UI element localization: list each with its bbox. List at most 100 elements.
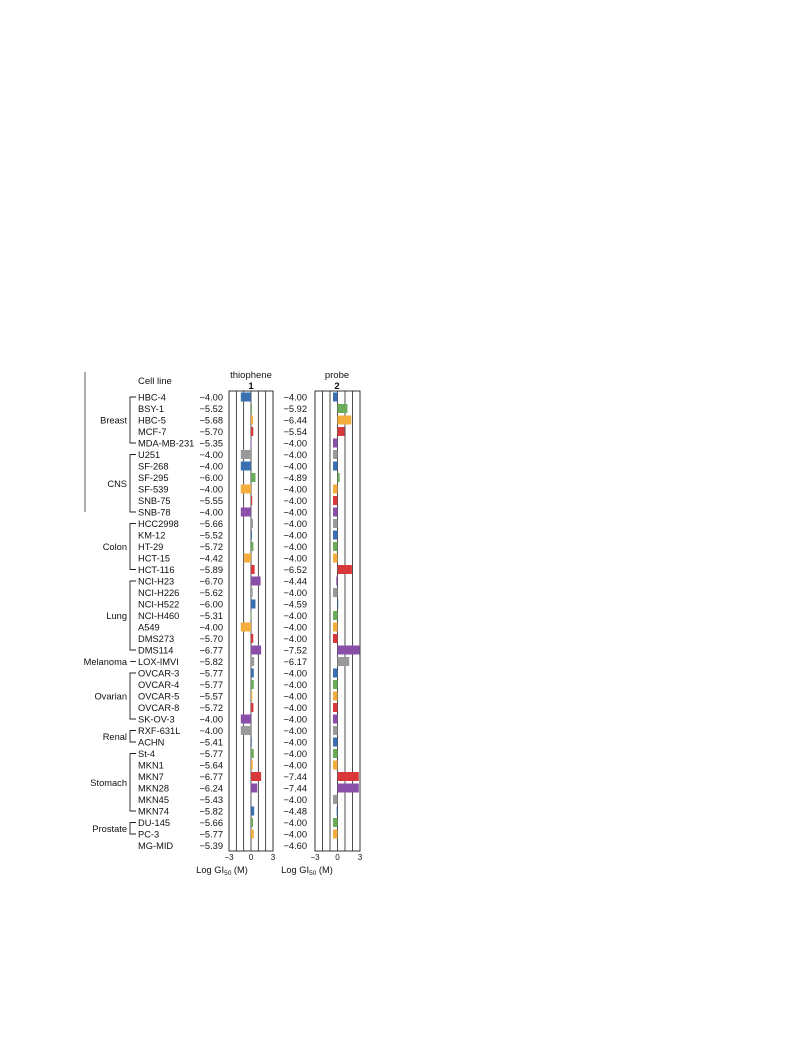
group-label-lung: Lung bbox=[106, 611, 127, 621]
cell-line-label: PC-3 bbox=[138, 830, 159, 840]
bar-compound-2-u251 bbox=[333, 450, 338, 459]
gi50-value-compound-2: −4.00 bbox=[283, 680, 307, 690]
gi50-value-compound-1: −4.00 bbox=[199, 726, 223, 736]
bar-compound-2-ovcar-8 bbox=[333, 703, 338, 712]
gi50-value-compound-1: −5.31 bbox=[199, 611, 223, 621]
cell-line-label: NCI-H23 bbox=[138, 577, 174, 587]
x-tick-label: 3 bbox=[358, 853, 363, 862]
bar-compound-1-hct-116 bbox=[251, 565, 255, 574]
cell-line-label: LOX-IMVI bbox=[138, 657, 179, 667]
bar-compound-2-hbc-4 bbox=[333, 392, 338, 402]
bar-compound-1-nci-h226 bbox=[251, 588, 253, 597]
cell-line-label: HCT-116 bbox=[138, 565, 175, 575]
bar-compound-1-nci-h23 bbox=[251, 576, 261, 586]
group-label-melanoma: Melanoma bbox=[84, 657, 128, 667]
bar-compound-2-ovcar-5 bbox=[333, 691, 338, 701]
mg-mid-value-compound-1: −5.39 bbox=[199, 841, 223, 851]
bar-compound-2-hbc-5 bbox=[337, 415, 352, 425]
bar-compound-2-mkn7 bbox=[337, 772, 359, 781]
bar-compound-2-mkn74 bbox=[336, 806, 338, 816]
gi50-value-compound-2: −7.44 bbox=[283, 784, 307, 794]
bar-compound-2-nci-h522 bbox=[337, 599, 339, 609]
gi50-value-compound-1: −5.72 bbox=[199, 703, 223, 713]
gi50-value-compound-2: −5.92 bbox=[283, 404, 307, 414]
bar-compound-1-mcf-7 bbox=[251, 427, 254, 436]
cell-line-label: MCF-7 bbox=[138, 427, 166, 437]
group-bracket bbox=[129, 454, 136, 513]
cell-line-label: DMS114 bbox=[138, 646, 173, 656]
gi50-value-compound-2: −6.44 bbox=[283, 416, 307, 426]
gi50-value-compound-2: −6.17 bbox=[283, 657, 307, 667]
bar-compound-2-snb-78 bbox=[333, 507, 338, 517]
bar-compound-2-hct-116 bbox=[337, 565, 352, 574]
cell-line-label: SF-539 bbox=[138, 485, 169, 495]
bar-compound-1-rxf-631l bbox=[240, 726, 251, 735]
gi50-value-compound-2: −4.00 bbox=[283, 818, 307, 828]
gi50-value-compound-1: −5.35 bbox=[199, 439, 223, 449]
cell-line-label: HCT-15 bbox=[138, 554, 170, 564]
compound-2-name: probe bbox=[325, 370, 349, 381]
bar-compound-1-snb-78 bbox=[240, 507, 251, 517]
x-tick-label: 0 bbox=[335, 853, 340, 862]
bar-compound-1-ovcar-3 bbox=[251, 668, 254, 678]
gi50-value-compound-1: −5.70 bbox=[199, 427, 223, 437]
bar-compound-1-sf-295 bbox=[251, 473, 256, 482]
gi50-value-compound-2: −4.00 bbox=[283, 554, 307, 564]
gi50-value-compound-1: −5.66 bbox=[199, 519, 223, 529]
bar-compound-1-km-12 bbox=[251, 530, 252, 540]
gi50-value-compound-2: −4.59 bbox=[283, 600, 307, 610]
gi50-value-compound-1: −5.57 bbox=[199, 692, 223, 702]
group-bracket bbox=[129, 396, 136, 444]
bar-compound-1-dms273 bbox=[251, 634, 254, 643]
cell-line-label: HT-29 bbox=[138, 542, 163, 552]
bar-compound-2-du-145 bbox=[333, 818, 338, 827]
bar-compound-1-st-4 bbox=[251, 749, 254, 758]
gi50-value-compound-2: −4.00 bbox=[283, 542, 307, 552]
bar-compound-2-hct-15 bbox=[333, 553, 338, 563]
cell-line-label: HBC-5 bbox=[138, 416, 166, 426]
cell-line-label: MKN28 bbox=[138, 784, 169, 794]
cell-line-label: U251 bbox=[138, 450, 160, 460]
group-label-ovarian: Ovarian bbox=[94, 692, 127, 702]
bar-compound-1-dms114 bbox=[251, 645, 262, 655]
gi50-value-compound-1: −6.00 bbox=[199, 600, 223, 610]
bar-compound-1-mkn28 bbox=[251, 783, 258, 793]
bar-compound-2-sf-539 bbox=[333, 484, 338, 494]
x-tick-label: −3 bbox=[310, 853, 320, 862]
bar-compound-1-mda-mb-231 bbox=[250, 438, 252, 448]
bar-compound-2-pc-3 bbox=[333, 829, 338, 839]
bar-compound-2-dms114 bbox=[337, 645, 360, 655]
gi50-value-compound-1: −4.00 bbox=[199, 485, 223, 495]
cell-line-label: MDA-MB-231 bbox=[138, 439, 194, 449]
bar-compound-1-pc-3 bbox=[251, 829, 254, 839]
gi50-value-compound-2: −4.44 bbox=[283, 577, 307, 587]
gi50-value-compound-1: −5.62 bbox=[199, 588, 223, 598]
bar-compound-1-mkn45 bbox=[251, 795, 252, 804]
gi50-value-compound-1: −6.70 bbox=[199, 577, 223, 587]
cell-line-label: SF-295 bbox=[138, 473, 169, 483]
cell-line-label: NCI-H226 bbox=[138, 588, 179, 598]
gi50-value-compound-1: −5.70 bbox=[199, 634, 223, 644]
bar-compound-2-ovcar-3 bbox=[333, 668, 338, 678]
group-label-prostate: Prostate bbox=[92, 824, 127, 834]
group-label-renal: Renal bbox=[103, 732, 127, 742]
cell-line-label: DMS273 bbox=[138, 634, 174, 644]
gi50-value-compound-2: −4.00 bbox=[283, 588, 307, 598]
bar-compound-2-lox-imvi bbox=[337, 657, 350, 666]
mg-mid-value-compound-2: −4.60 bbox=[283, 841, 307, 851]
bar-compound-1-mkn7 bbox=[251, 772, 262, 781]
bar-compound-2-km-12 bbox=[333, 530, 338, 540]
bar-compound-1-ht-29 bbox=[251, 542, 254, 551]
gi50-value-compound-1: −5.55 bbox=[199, 496, 223, 506]
compound-1-name: thiophene bbox=[230, 370, 272, 381]
cell-line-label: NCI-H522 bbox=[138, 600, 179, 610]
gi50-value-compound-2: −4.00 bbox=[283, 830, 307, 840]
gi50-value-compound-2: −4.00 bbox=[283, 726, 307, 736]
gi50-value-compound-2: −4.00 bbox=[283, 634, 307, 644]
gi50-value-compound-2: −4.00 bbox=[283, 611, 307, 621]
gi50-value-compound-2: −4.00 bbox=[283, 795, 307, 805]
bar-compound-2-st-4 bbox=[333, 749, 338, 758]
cell-line-label: SNB-75 bbox=[138, 496, 171, 506]
bar-compound-1-ovcar-5 bbox=[251, 691, 253, 701]
cell-line-label: NCI-H460 bbox=[138, 611, 179, 621]
